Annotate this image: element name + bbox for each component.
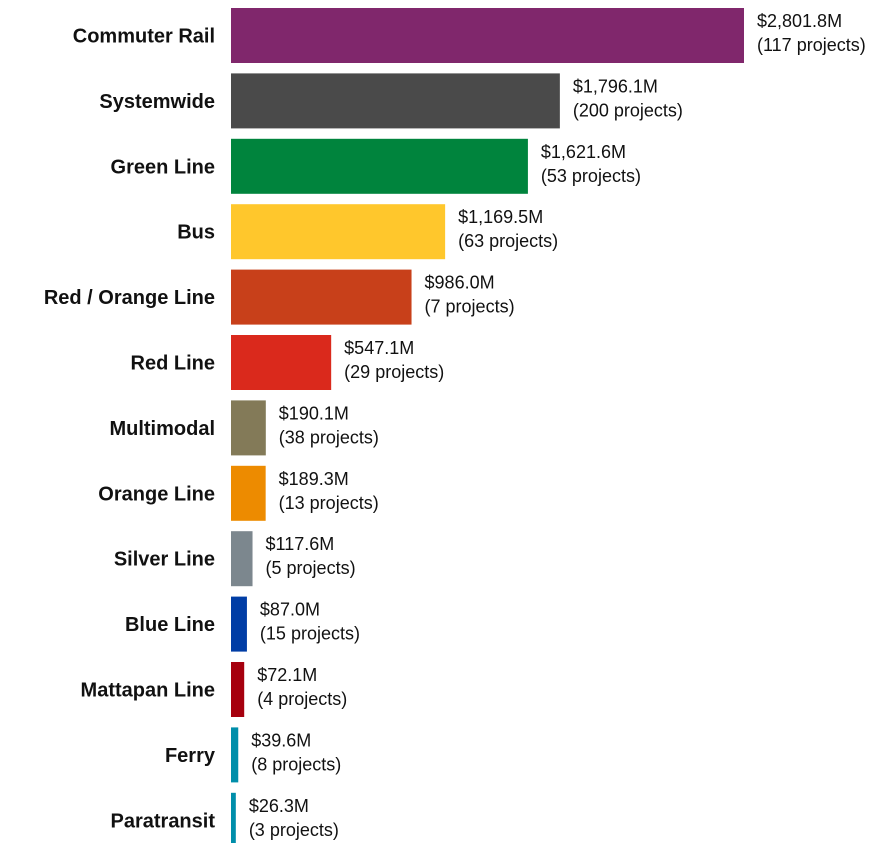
bar-project-count-label: (7 projects)	[425, 297, 515, 317]
bar	[231, 662, 245, 717]
category-label: Red / Orange Line	[44, 287, 215, 309]
bar-value-label: $1,796.1M	[573, 76, 658, 96]
category-label: Ferry	[165, 745, 216, 767]
bar	[231, 465, 266, 521]
bar-project-count-label: (29 projects)	[344, 362, 444, 382]
category-label: Orange Line	[98, 483, 215, 505]
category-label: Multimodal	[109, 418, 215, 440]
bar	[231, 204, 446, 260]
bar-project-count-label: (117 projects)	[757, 35, 866, 55]
bar-project-count-label: (8 projects)	[251, 754, 341, 774]
category-label: Mattapan Line	[81, 680, 215, 702]
bar-value-label: $986.0M	[425, 273, 495, 293]
category-label: Green Line	[111, 156, 215, 178]
bar-project-count-label: (4 projects)	[257, 689, 347, 709]
bar-value-label: $72.1M	[257, 665, 317, 685]
bar-value-label: $189.3M	[279, 469, 349, 489]
bar	[231, 531, 253, 587]
bar-value-label: $39.6M	[251, 730, 311, 750]
bar-project-count-label: (63 projects)	[458, 231, 558, 251]
bar	[231, 792, 236, 843]
category-label: Paratransit	[111, 810, 216, 832]
bar-project-count-label: (5 projects)	[266, 558, 356, 578]
bar	[231, 138, 528, 194]
bar-project-count-label: (53 projects)	[541, 166, 641, 186]
bar-value-label: $2,801.8M	[757, 11, 842, 31]
bar	[231, 727, 239, 783]
category-label: Commuter Rail	[73, 26, 215, 48]
bar-value-label: $26.3M	[249, 796, 309, 816]
bar-project-count-label: (15 projects)	[260, 624, 360, 644]
bar-project-count-label: (3 projects)	[249, 820, 339, 840]
category-label: Bus	[177, 222, 215, 244]
bar-value-label: $1,621.6M	[541, 142, 626, 162]
bar-value-label: $117.6M	[266, 534, 335, 554]
bar-value-label: $190.1M	[279, 403, 349, 423]
category-label: Systemwide	[99, 91, 215, 113]
bar-project-count-label: (200 projects)	[573, 100, 683, 120]
bar	[231, 596, 247, 652]
category-label: Blue Line	[125, 614, 215, 636]
bar-value-label: $87.0M	[260, 600, 320, 620]
bar-value-label: $547.1M	[344, 338, 414, 358]
bar	[231, 8, 744, 63]
bar	[231, 400, 266, 456]
bar-project-count-label: (13 projects)	[279, 493, 379, 513]
bar-project-count-label: (38 projects)	[279, 427, 379, 447]
bar	[231, 335, 332, 390]
category-label: Red Line	[131, 353, 215, 375]
category-label: Silver Line	[114, 549, 215, 571]
bar	[231, 269, 412, 325]
bar-value-label: $1,169.5M	[458, 207, 543, 227]
bar	[231, 73, 560, 129]
